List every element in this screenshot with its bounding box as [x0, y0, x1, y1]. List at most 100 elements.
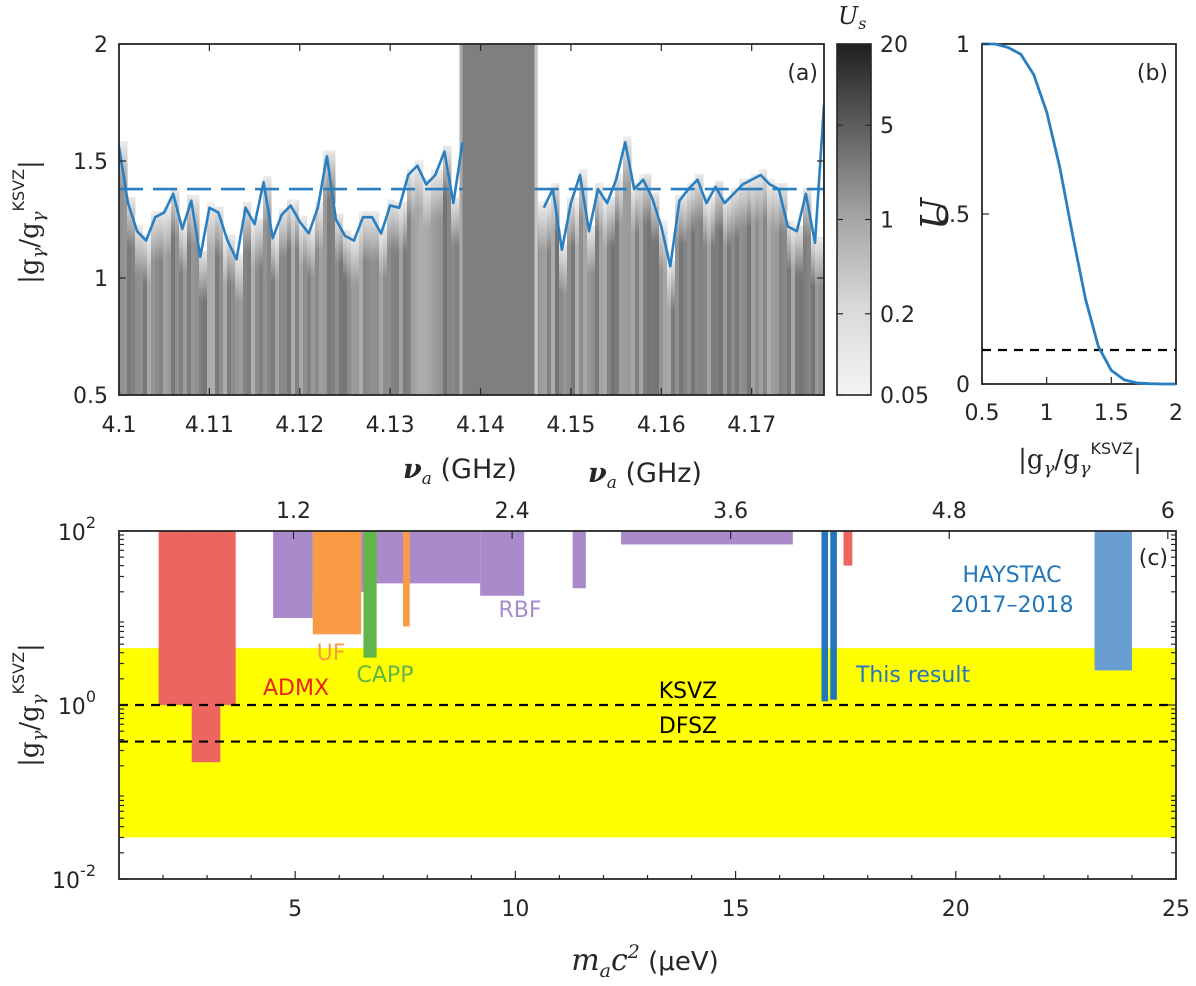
- heat-fade: [599, 173, 604, 234]
- label-admx: ADMX: [263, 676, 329, 701]
- heat-fade: [331, 140, 336, 201]
- heat-stripe: [619, 173, 624, 395]
- heat-stripe: [779, 183, 784, 395]
- heat-stripe: [639, 173, 644, 395]
- heat-stripe: [267, 176, 272, 395]
- heat-fade: [711, 187, 716, 248]
- heat-fade: [707, 187, 712, 248]
- heat-stripe: [591, 225, 596, 395]
- heat-stripe: [243, 201, 248, 395]
- heat-stripe: [335, 213, 340, 395]
- heat-fade: [367, 201, 372, 262]
- panel-a-letter: (a): [787, 61, 818, 86]
- heat-fade: [235, 243, 240, 304]
- heat-stripe: [451, 197, 456, 395]
- heat-stripe: [307, 227, 312, 395]
- heat-stripe: [819, 236, 824, 395]
- heat-stripe: [623, 136, 628, 395]
- excl-rbf-4: [480, 531, 525, 596]
- heat-fade: [387, 189, 392, 250]
- heat-fade: [167, 196, 172, 257]
- heat-stripe: [227, 234, 232, 395]
- heat-stripe: [447, 145, 452, 395]
- cb-tick-label: 1: [880, 209, 894, 234]
- heat-stripe: [815, 236, 820, 395]
- heat-stripe: [231, 234, 236, 395]
- heat-fade: [259, 208, 264, 269]
- heat-stripe: [139, 225, 144, 395]
- heat-fade: [451, 187, 456, 248]
- heat-stripe: [303, 215, 308, 395]
- heat-stripe: [563, 243, 568, 395]
- label-haystac: HAYSTAC: [962, 563, 1061, 588]
- heat-fade: [199, 240, 204, 301]
- heat-stripe: [127, 197, 132, 395]
- heat-stripe: [719, 180, 724, 395]
- heat-fade: [691, 173, 696, 234]
- heat-stripe: [383, 227, 388, 395]
- heat-stripe: [579, 169, 584, 395]
- heat-fade: [623, 126, 628, 187]
- excl-rbf-3: [409, 531, 481, 584]
- gap-edge-left: [459, 44, 463, 395]
- excl-haystac-2017-2018-0: [1094, 531, 1132, 671]
- c-xtick-label: 10: [501, 897, 529, 922]
- heat-stripe: [151, 211, 156, 395]
- heat-stripe: [631, 183, 636, 395]
- heat-stripe: [675, 194, 680, 395]
- heat-fade: [747, 168, 752, 229]
- label-rbf: RBF: [498, 598, 541, 623]
- cb-tick-label: 0.05: [880, 384, 929, 409]
- heat-stripe: [655, 192, 660, 395]
- heat-stripe: [687, 183, 692, 395]
- heat-fade: [315, 191, 320, 252]
- heat-stripe: [239, 253, 244, 395]
- heat-stripe: [679, 194, 684, 395]
- heat-fade: [403, 191, 408, 252]
- heat-stripe: [647, 173, 652, 395]
- cb-tick-label: 20: [880, 33, 908, 58]
- panel-a-ticks: 4.1 4.11 4.12 4.13 4.14 4.15 4.16 4.17 0.5 1 1.5 2: [73, 33, 824, 438]
- heat-fade: [171, 177, 176, 238]
- heat-fade: [791, 210, 796, 271]
- heat-stripe: [731, 187, 736, 395]
- heat-fade: [643, 163, 648, 224]
- heat-fade: [255, 208, 260, 269]
- heat-fade: [239, 243, 244, 304]
- heat-stripe: [207, 201, 212, 395]
- heat-stripe: [559, 243, 564, 395]
- panel-a-lines: [119, 104, 824, 268]
- heat-stripe: [555, 183, 560, 395]
- heat-stripe: [163, 206, 168, 395]
- heat-stripe: [611, 197, 616, 395]
- excl-capp-0: [363, 531, 377, 658]
- a-ytick-label: 0.5: [73, 384, 108, 409]
- excl-this-result-1: [830, 531, 837, 700]
- dfsz-ksvz-band: [119, 648, 1176, 838]
- heat-stripe: [595, 183, 600, 395]
- heat-stripe: [319, 201, 324, 395]
- heat-stripe: [671, 260, 676, 395]
- heat-stripe: [299, 215, 304, 395]
- excl-uf-0: [312, 531, 362, 635]
- b-xtick-label: 1: [1040, 401, 1054, 426]
- heat-fade: [563, 233, 568, 294]
- excl-rbf-5: [572, 531, 586, 589]
- heat-stripe: [699, 173, 704, 395]
- panel-b-ticks: 0.5 1 1.5 2 0 0.5 1: [935, 33, 1183, 426]
- a-xtick-label: 4.16: [637, 413, 686, 438]
- heat-stripe: [443, 145, 448, 395]
- heat-fade: [419, 149, 424, 210]
- heat-fade: [159, 201, 164, 262]
- heat-stripe: [723, 197, 728, 395]
- heat-fade: [559, 233, 564, 294]
- panel-a-ylabel: |gγ/gγKSVZ|: [9, 160, 49, 284]
- heat-stripe: [587, 225, 592, 395]
- heat-stripe: [379, 227, 384, 395]
- heat-fade: [555, 173, 560, 234]
- heat-fade: [571, 187, 576, 248]
- a-xtick-label: 4.15: [546, 413, 595, 438]
- heat-fade: [667, 250, 672, 311]
- heat-fade: [299, 205, 304, 266]
